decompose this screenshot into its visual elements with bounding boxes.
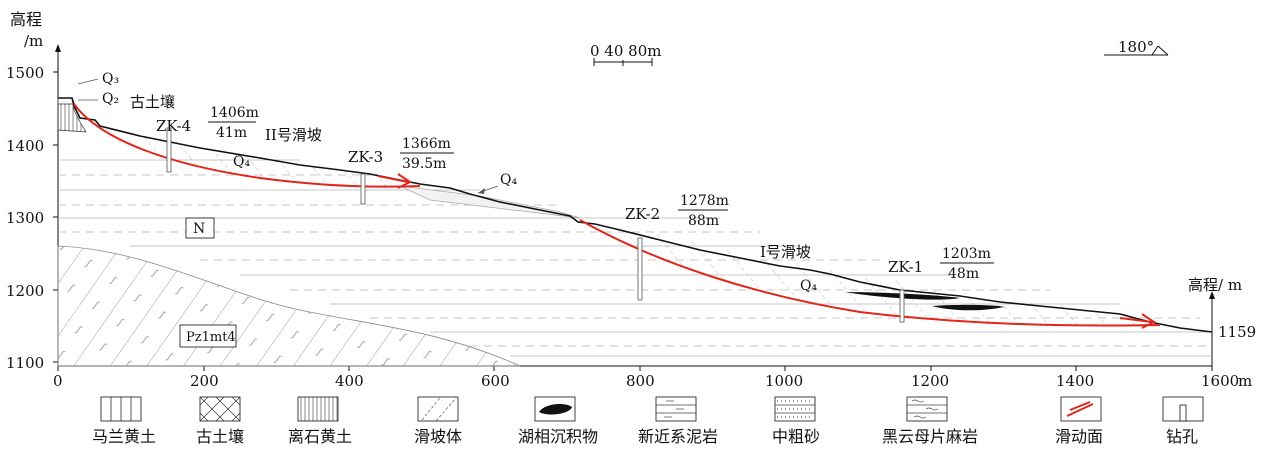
legend-label-borehole: 钻孔 <box>1166 427 1198 446</box>
legend-label-coarse-sand: 中粗砂 <box>772 427 820 446</box>
y-axis-unit: /m <box>24 32 43 50</box>
landslide-2-label: II号滑坡 <box>265 126 322 144</box>
zk3-name: ZK-3 <box>348 148 383 166</box>
lacustrine-lens-2 <box>932 304 1004 311</box>
zk1-depth: 48m <box>948 266 979 282</box>
zk1-name: ZK-1 <box>888 258 923 276</box>
right-elevation-marker: 高程/ m 1159 <box>1188 276 1256 366</box>
q3-label: Q₃ <box>102 71 119 87</box>
malan-loess-icon <box>100 396 142 422</box>
legend-label-sliding-surface: 滑动面 <box>1055 427 1103 446</box>
zk1-elev: 1203m <box>942 246 991 262</box>
q4-label-b: Q₄ <box>500 172 517 188</box>
slip-arrows <box>377 173 1156 329</box>
zk4-depth: 41m <box>216 125 247 141</box>
x-tick-1600: 1600 <box>1201 372 1239 390</box>
landslide-body-icon <box>417 396 459 422</box>
y-tick-1200: 1200 <box>6 282 44 300</box>
legend-label-lacustrine: 湖相沉积物 <box>518 427 598 446</box>
x-tick-1400: 1400 <box>1056 372 1094 390</box>
zk2-name: ZK-2 <box>625 205 660 223</box>
y-tick-1100: 1100 <box>6 354 44 372</box>
q2-label: Q₂ <box>102 91 119 107</box>
biotite-gneiss-icon <box>906 396 948 422</box>
right-elevation-title: 高程/ m <box>1188 276 1242 294</box>
n-box <box>185 217 215 239</box>
legend-label-biotite-gneiss: 黑云母片麻岩 <box>882 427 978 446</box>
biotite-gneiss-unit <box>57 245 521 367</box>
x-tick-1200: 1200 <box>911 372 949 390</box>
pz-label: Pz1mt4 <box>186 330 236 345</box>
ground-surface-line <box>58 97 1213 333</box>
borehole-icon <box>1162 396 1204 422</box>
sliding-surface-icon <box>1060 396 1102 422</box>
borehole-zk1 <box>899 289 905 323</box>
coarse-sand-icon <box>774 396 816 422</box>
x-tick-200: 200 <box>190 372 219 390</box>
pz-box <box>179 324 237 348</box>
y-tick-1500: 1500 <box>6 64 44 82</box>
x-axis: 0 200 400 600 800 1000 1200 1400 1600 m <box>53 365 1252 390</box>
x-tick-1000: 1000 <box>765 372 803 390</box>
x-tick-0: 0 <box>53 372 63 390</box>
zk3-elev: 1366m <box>402 136 451 152</box>
orientation-label: 180° <box>1118 38 1154 56</box>
zk4-name: ZK-4 <box>156 117 191 135</box>
sliding-surface-2 <box>73 103 421 188</box>
x-tick-600: 600 <box>481 372 510 390</box>
paleosol-icon <box>199 396 241 422</box>
borehole-zk2 <box>637 237 643 301</box>
zk2-elev: 1278m <box>680 193 729 209</box>
legend-label-landslide-body: 滑坡体 <box>414 427 462 446</box>
paleosol-label: 古土壤 <box>130 93 175 111</box>
y-axis: 高程 /m 1500 1400 1300 1200 1100 <box>6 10 61 372</box>
malan-loess-cap <box>57 97 74 105</box>
neogene-mudstone-icon <box>655 396 697 422</box>
borehole-zk3 <box>360 173 366 205</box>
y-tick-1400: 1400 <box>6 137 44 155</box>
x-tick-400: 400 <box>335 372 364 390</box>
scale-bar-label: 0 40 80m <box>590 42 661 60</box>
legend-label-lishi-loess: 离石黄土 <box>288 427 352 446</box>
legend: 马兰黄土 古土壤 离石黄土 滑坡体 湖相沉积物 新近系泥岩 中粗砂 黑云母片麻岩… <box>92 396 1204 446</box>
legend-label-neogene-mudstone: 新近系泥岩 <box>638 427 718 446</box>
x-axis-unit: m <box>1238 372 1252 390</box>
scale-bar: 0 40 80m <box>590 42 661 66</box>
y-tick-1300: 1300 <box>6 209 44 227</box>
legend-label-paleosol: 古土壤 <box>196 427 244 446</box>
right-elevation-value: 1159 <box>1218 323 1256 341</box>
sliding-surface-1 <box>579 219 1161 327</box>
q4-deposit <box>399 185 581 219</box>
landslide-1-label: I号滑坡 <box>760 243 811 261</box>
q4-label-a: Q₄ <box>233 154 250 170</box>
borehole-zk4 <box>166 127 172 173</box>
n-label: N <box>193 221 205 237</box>
landslide-body-1 <box>585 222 1160 327</box>
y-axis-title: 高程 <box>10 10 42 29</box>
zk3-depth: 39.5m <box>402 156 446 172</box>
zk2-depth: 88m <box>688 213 719 229</box>
zk4-elev: 1406m <box>210 105 259 121</box>
lishi-loess-icon <box>297 396 339 422</box>
lacustrine-deposit-icon <box>534 396 576 422</box>
orientation-marker: 180° <box>1104 38 1169 56</box>
legend-label-malan-loess: 马兰黄土 <box>92 427 156 446</box>
x-tick-800: 800 <box>626 372 655 390</box>
q4-label-c: Q₄ <box>800 278 817 294</box>
